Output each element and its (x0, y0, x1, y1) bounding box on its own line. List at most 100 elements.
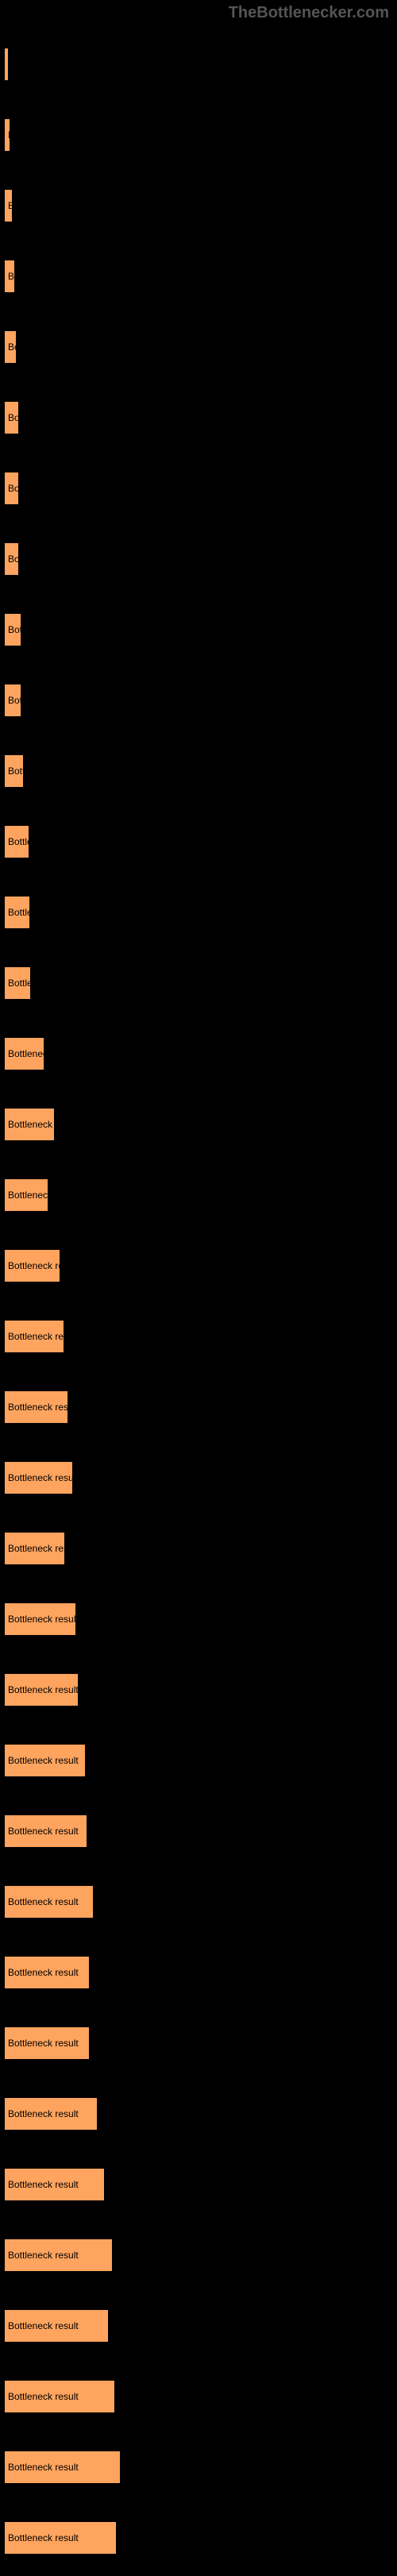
bottleneck-bar: Bottleneck result (4, 1178, 48, 1212)
bottleneck-bar: Bottleneck result (4, 118, 10, 152)
bar-row: Bottleneck result (4, 738, 397, 806)
bottleneck-bar: Bottleneck result (4, 2380, 115, 2413)
bar-label: Bottleneck result (8, 1472, 73, 1483)
bar-label: Bottleneck result (8, 2250, 79, 2261)
bar-row: Bottleneck result (4, 809, 397, 877)
bottleneck-bar: Bottleneck result (4, 1390, 68, 1424)
bottleneck-bar: Bottleneck result (4, 472, 19, 505)
bar-label: Bottleneck result (8, 1614, 76, 1625)
bar-row: Bottleneck result (4, 597, 397, 665)
bar-row: Bottleneck result (4, 880, 397, 947)
bar-label: Bottleneck result (8, 2179, 79, 2190)
bar-row: Bottleneck result (4, 1163, 397, 1230)
bar-label: Bottleneck result (8, 624, 21, 635)
bottleneck-bar: Bottleneck result (4, 754, 24, 788)
bottleneck-bar: Bottleneck result (4, 1532, 65, 1565)
bar-label: Bottleneck result (8, 1119, 55, 1130)
bar-row: Bottleneck result (4, 2223, 397, 2290)
bar-row: Bottleneck result (4, 1375, 397, 1442)
bar-label: Bottleneck result (8, 2391, 79, 2402)
bar-row: Bottleneck result (4, 2011, 397, 2078)
bottleneck-bar: Bottleneck result (4, 330, 17, 364)
bottleneck-bar: Bottleneck result (4, 2521, 117, 2555)
bar-row: Bottleneck result (4, 2435, 397, 2502)
bar-row: Bottleneck result (4, 1304, 397, 1371)
bar-label: Bottleneck result (8, 1402, 68, 1413)
bottleneck-bar: Bottleneck result (4, 2239, 113, 2272)
bar-row: Bottleneck result (4, 385, 397, 453)
bar-row: Bottleneck result (4, 1799, 397, 1866)
bar-label: Bottleneck result (8, 1755, 79, 1766)
bar-label: Bottleneck result (8, 483, 19, 494)
bottleneck-bar: Bottleneck result (4, 2168, 105, 2201)
bottleneck-bar: Bottleneck result (4, 260, 15, 293)
bar-row: Bottleneck result (4, 244, 397, 311)
bar-label: Bottleneck result (8, 129, 10, 141)
bar-label: Bottleneck result (8, 2320, 79, 2331)
bar-label: Bottleneck result (8, 2108, 79, 2119)
bottleneck-bar: Bottleneck result (4, 684, 21, 717)
bar-label: Bottleneck result (8, 2038, 79, 2049)
bar-row: Bottleneck result (4, 668, 397, 735)
bar-row: Bottleneck result (4, 1021, 397, 1089)
bar-row: Bottleneck result (4, 1940, 397, 2007)
bottleneck-bar: Bottleneck result (4, 1956, 90, 1989)
bottleneck-bar: Bottleneck result (4, 1461, 73, 1494)
bar-row: Bottleneck result (4, 1445, 397, 1513)
bar-row: Bottleneck result (4, 1092, 397, 1159)
bar-label: Bottleneck result (8, 2462, 79, 2473)
bar-row: Bottleneck result (4, 1233, 397, 1301)
bottleneck-bar: Bottleneck result (4, 1108, 55, 1141)
bottleneck-bar: Bottleneck result (4, 2309, 109, 2343)
bottleneck-bar: Bottleneck result (4, 1744, 86, 1777)
bar-row: Bottleneck result (4, 2081, 397, 2149)
bar-row: Bottleneck result (4, 102, 397, 170)
bar-row: Bottleneck result (4, 314, 397, 382)
bottleneck-bar: Bottleneck result (4, 825, 29, 858)
bar-label: Bottleneck result (8, 1543, 65, 1554)
bar-row: Bottleneck result (4, 2152, 397, 2219)
bar-label: Bottleneck result (8, 59, 9, 70)
bar-row: Bottleneck result (4, 1728, 397, 1795)
bar-label: Bottleneck result (8, 1331, 64, 1342)
bottleneck-bar: Bottleneck result (4, 1037, 44, 1070)
bar-label: Bottleneck result (8, 553, 19, 565)
bottleneck-bar: Bottleneck result (4, 966, 31, 1000)
bar-row: Bottleneck result (4, 32, 397, 99)
bar-label: Bottleneck result (8, 412, 19, 423)
bar-row: Bottleneck result (4, 173, 397, 241)
bottleneck-bar: Bottleneck result (4, 2097, 98, 2131)
bar-label: Bottleneck result (8, 1260, 60, 1271)
bar-label: Bottleneck result (8, 1826, 79, 1837)
bar-label: Bottleneck result (8, 978, 31, 989)
bar-label: Bottleneck result (8, 1967, 79, 1978)
bottleneck-bar: Bottleneck result (4, 1320, 64, 1353)
bar-row: Bottleneck result (4, 2505, 397, 2573)
bottleneck-bar: Bottleneck result (4, 2451, 121, 2484)
bar-label: Bottleneck result (8, 1684, 79, 1695)
bottleneck-bar: Bottleneck result (4, 401, 19, 434)
bottleneck-bar: Bottleneck result (4, 1885, 94, 1919)
bottleneck-bar: Bottleneck result (4, 896, 30, 929)
bar-label: Bottleneck result (8, 765, 24, 777)
bottleneck-bar: Bottleneck result (4, 1673, 79, 1706)
bar-row: Bottleneck result (4, 1516, 397, 1583)
bar-label: Bottleneck result (8, 2532, 79, 2543)
bar-label: Bottleneck result (8, 695, 21, 706)
bar-row: Bottleneck result (4, 951, 397, 1018)
bar-row: Bottleneck result (4, 456, 397, 523)
bottleneck-bar: Bottleneck result (4, 542, 19, 576)
bottleneck-bar: Bottleneck result (4, 1602, 76, 1636)
bar-label: Bottleneck result (8, 271, 15, 282)
bar-row: Bottleneck result (4, 526, 397, 594)
bottleneck-bar: Bottleneck result (4, 48, 9, 81)
bar-label: Bottleneck result (8, 1896, 79, 1907)
bottleneck-bar: Bottleneck result (4, 189, 13, 222)
bar-label: Bottleneck result (8, 907, 30, 918)
bar-label: Bottleneck result (8, 1190, 48, 1201)
bar-label: Bottleneck result (8, 341, 17, 353)
bar-label: Bottleneck result (8, 1048, 44, 1059)
bar-row: Bottleneck result (4, 1587, 397, 1654)
bar-row: Bottleneck result (4, 1657, 397, 1725)
bar-label: Bottleneck result (8, 200, 13, 211)
